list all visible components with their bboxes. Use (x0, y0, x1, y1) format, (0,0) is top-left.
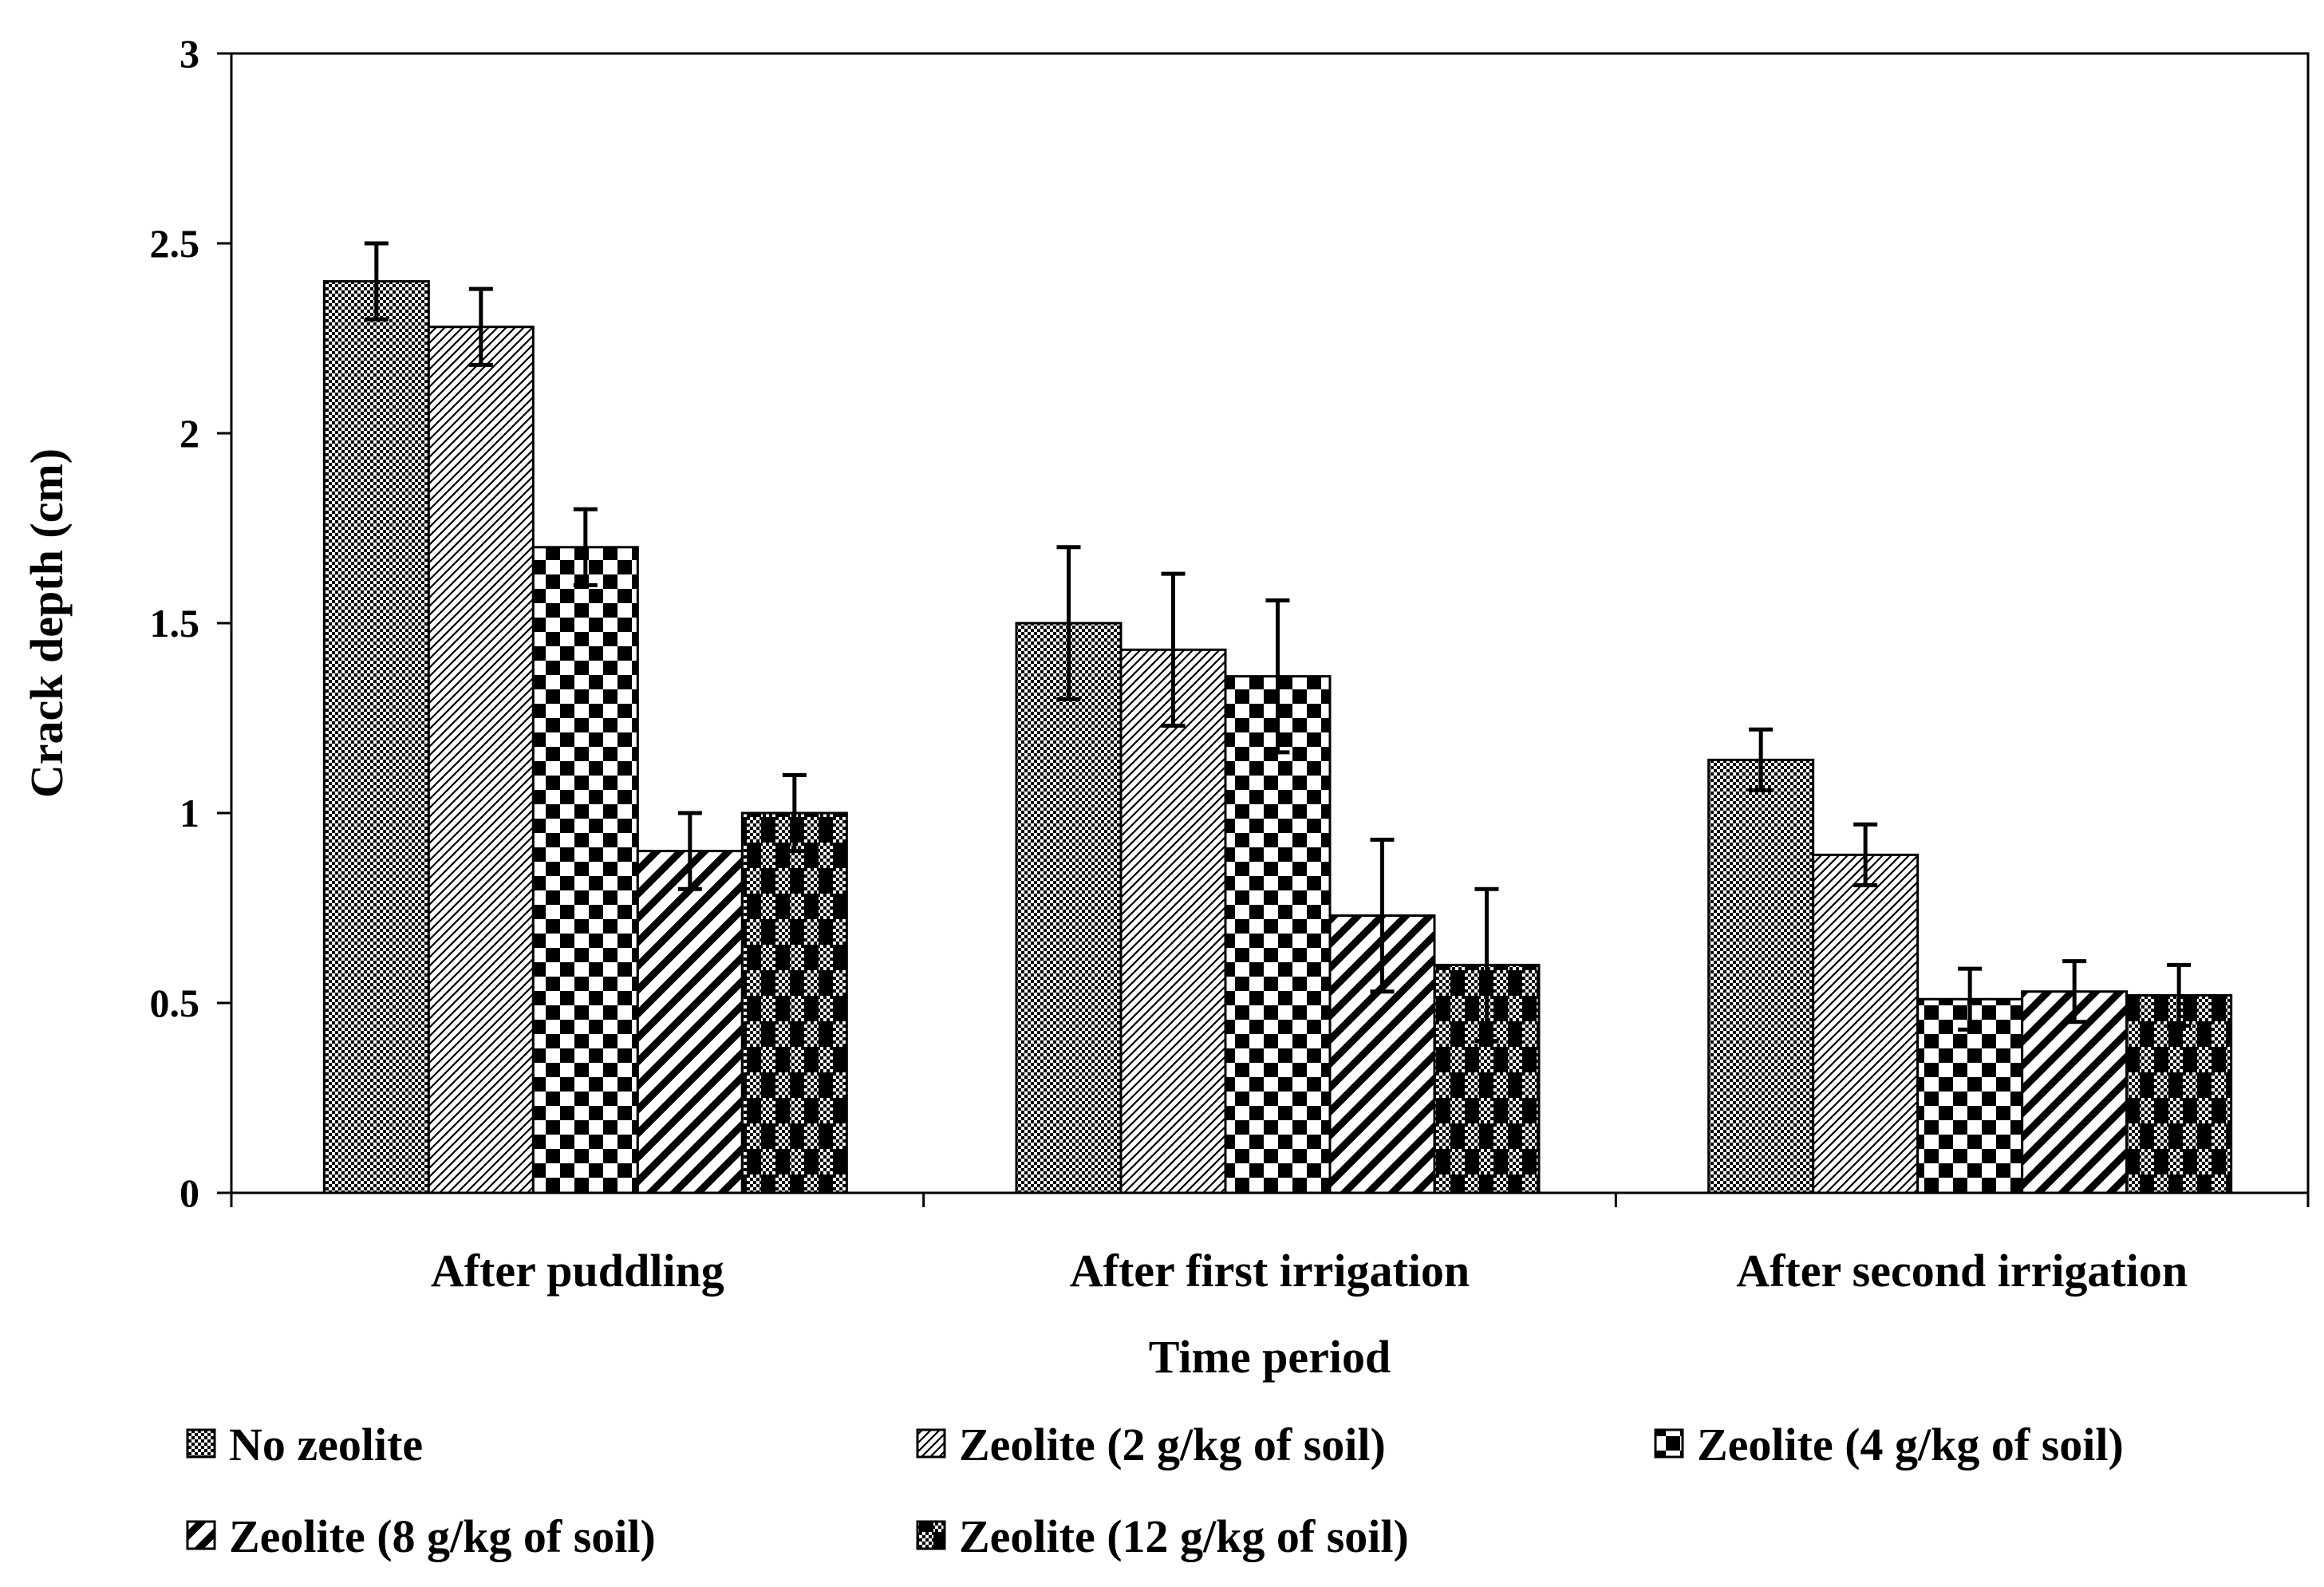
x-category-label: After second irrigation (1736, 1245, 2188, 1297)
bar (740, 811, 848, 1194)
bar (1224, 675, 1332, 1194)
x-axis-title: Time period (1149, 1331, 1391, 1383)
legend-label: Zeolite (8 g/kg of soil) (229, 1510, 656, 1562)
legend-label: No zeolite (229, 1419, 423, 1471)
plot-area: 0 0.5 1 1.5 2 2.5 3 After puddling After first i… (21, 31, 2310, 1562)
bar (1119, 648, 1227, 1194)
x-category-label: After first irrigation (1070, 1245, 1470, 1297)
bar (322, 280, 430, 1194)
y-axis-title: Crack depth (cm) (21, 448, 73, 798)
legend-label: Zeolite (4 g/kg of soil) (1697, 1419, 2124, 1471)
bar (1707, 758, 1815, 1194)
legend-swatch (186, 1520, 216, 1550)
bar (2125, 993, 2233, 1194)
legend-label: Zeolite (12 g/kg of soil) (959, 1510, 1409, 1562)
y-tick-label: 0 (180, 1171, 199, 1215)
y-tick-label: 3 (180, 31, 199, 76)
legend-swatch (916, 1520, 946, 1550)
y-tick-label: 2 (180, 411, 199, 456)
bar (427, 326, 535, 1194)
bar (1015, 622, 1123, 1194)
legend-label: Zeolite (2 g/kg of soil) (959, 1419, 1386, 1471)
bar (531, 546, 639, 1194)
legend-swatch (916, 1428, 946, 1459)
x-category-label: After puddling (431, 1245, 724, 1297)
y-tick-label: 2.5 (150, 221, 200, 266)
bar (1812, 853, 1920, 1194)
y-tick-label: 1 (180, 791, 199, 835)
legend-swatch (1654, 1428, 1684, 1459)
bar (636, 850, 744, 1194)
y-tick-label: 0.5 (150, 981, 200, 1025)
legend-swatch (186, 1428, 216, 1459)
y-tick-label: 1.5 (150, 601, 200, 645)
